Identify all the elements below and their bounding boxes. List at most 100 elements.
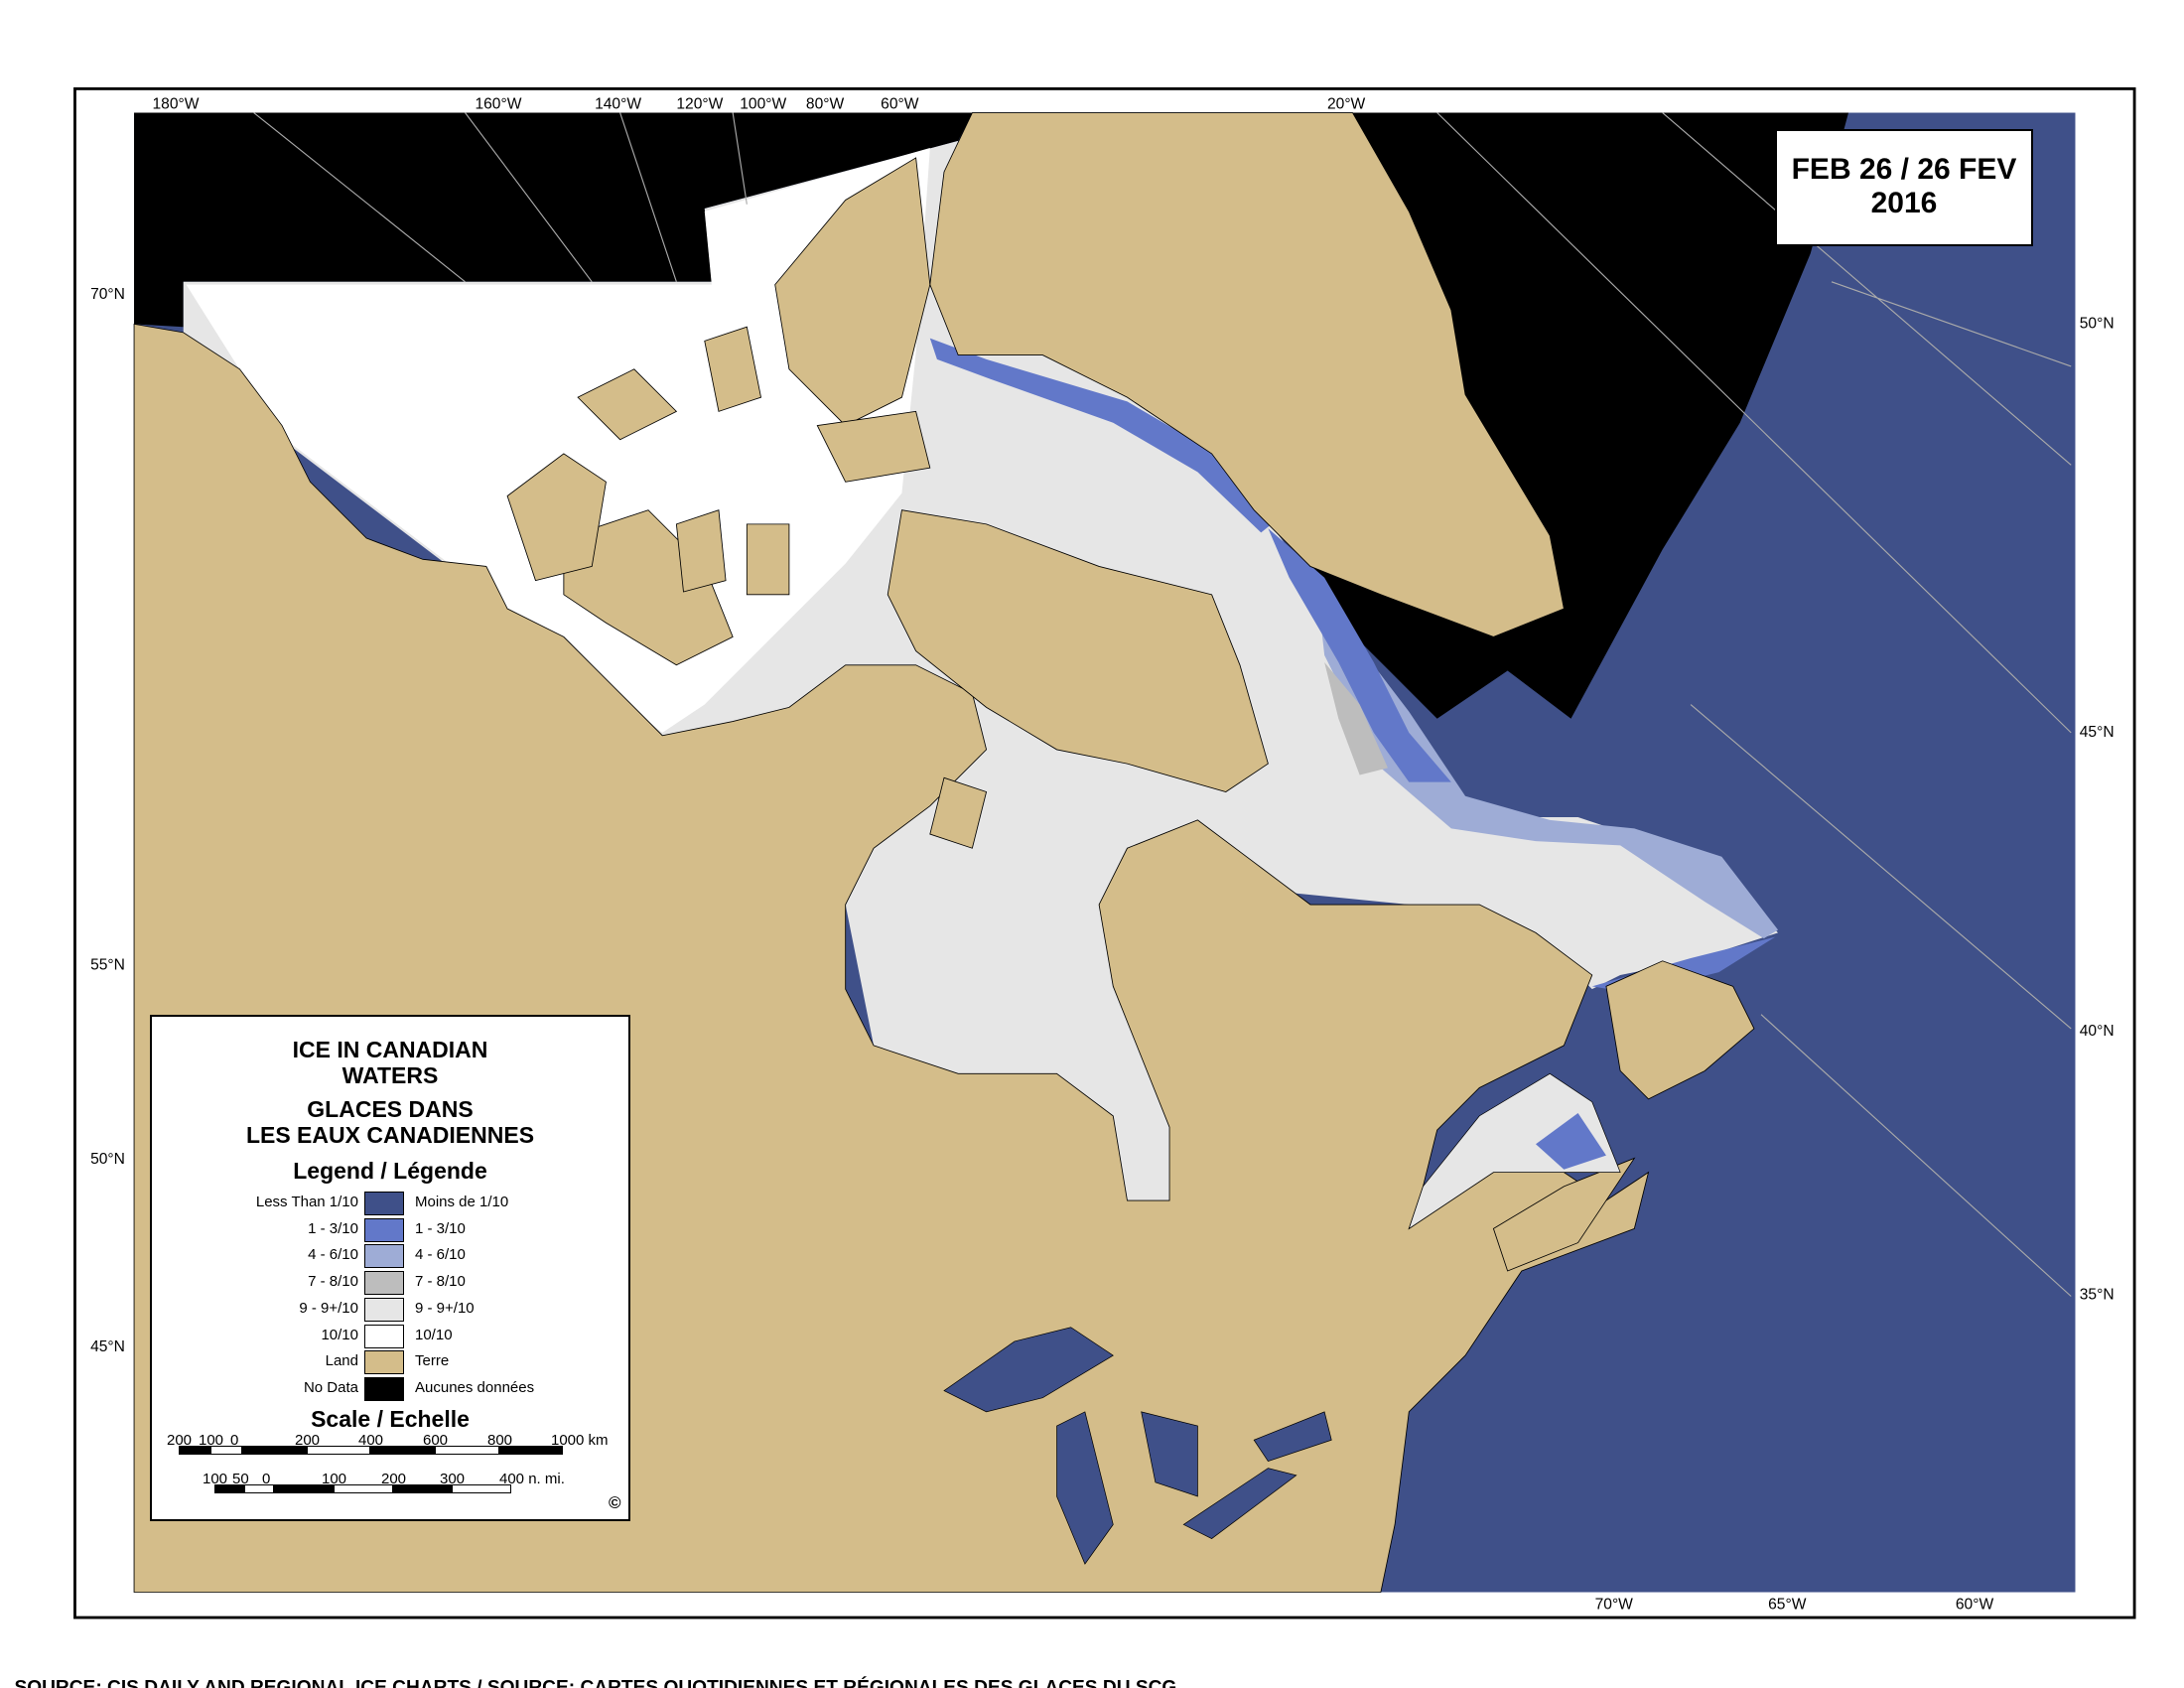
lake-michigan	[1056, 1411, 1114, 1565]
date-line-2: 2016	[1870, 187, 1938, 219]
legend-item: 10/10 10/10	[152, 1324, 628, 1348]
legend-label-fr: 10/10	[415, 1326, 453, 1343]
lon-label: 60°W	[881, 95, 919, 112]
lon-label: 160°W	[475, 95, 521, 112]
legend-label-en: Land	[325, 1352, 358, 1370]
lon-label: 70°W	[1595, 1597, 1634, 1614]
right-latitude-labels: 50°N 45°N 40°N 35°N	[2080, 316, 2115, 1304]
scale-segment	[307, 1446, 370, 1455]
legend-item: Land Terre	[152, 1350, 628, 1375]
lon-label: 65°W	[1768, 1597, 1807, 1614]
ice-1-3-greenland	[929, 338, 1276, 533]
land-nova-scotia	[1492, 1157, 1636, 1272]
legend-label-en: 10/10	[321, 1326, 358, 1343]
legend-label-fr: 4 - 6/10	[415, 1246, 466, 1264]
legend-box: ICE IN CANADIAN WATERS GLACES DANS LES E…	[150, 1015, 630, 1521]
land-victoria-island	[563, 509, 734, 666]
scale-tick-label: 300	[440, 1471, 466, 1487]
ice-10-10	[186, 147, 930, 733]
land-prince-of-wales	[675, 509, 727, 593]
scale-segment	[244, 1484, 274, 1493]
scale-segment	[334, 1484, 393, 1493]
legend-swatch	[364, 1297, 404, 1322]
scale-tick-label: 400 n. mi.	[499, 1471, 565, 1487]
legend-title-en-2: WATERS	[341, 1062, 439, 1088]
gulf-st-lawrence-ice	[1408, 1072, 1621, 1230]
lat-label: 45°N	[2080, 724, 2115, 741]
lat-label: 40°N	[2080, 1023, 2115, 1040]
legend-item: Less Than 1/10 Moins de 1/10	[152, 1192, 628, 1215]
legend-label-fr: 7 - 8/10	[415, 1273, 466, 1291]
land-devon-island	[816, 410, 931, 483]
no-data-arctic	[134, 112, 973, 328]
scale-segment	[179, 1446, 210, 1455]
scale-segment	[210, 1446, 242, 1455]
legend-title-en-1: ICE IN CANADIAN	[292, 1037, 488, 1062]
legend-label-en: No Data	[303, 1378, 358, 1396]
legend-label-fr: Terre	[415, 1352, 450, 1370]
scale-tick-label: 200	[295, 1432, 321, 1449]
scale-tick-label: 100	[322, 1471, 347, 1487]
scale-tick-label: 200	[167, 1432, 193, 1449]
scale-segment	[274, 1484, 334, 1493]
legend-title-fr-2: LES EAUX CANADIENNES	[245, 1122, 535, 1148]
scale-tick-label: 0	[262, 1471, 271, 1487]
legend-label-fr: 9 - 9+/10	[415, 1299, 475, 1317]
legend-item: 9 - 9+/10 9 - 9+/10	[152, 1297, 628, 1322]
scale-tick-label: 50	[232, 1471, 249, 1487]
lat-label: 50°N	[90, 1151, 125, 1168]
scale-segment	[242, 1446, 307, 1455]
lon-label: 20°W	[1327, 95, 1366, 112]
ice-1-3-labrador	[1268, 528, 1451, 782]
scale-tick-label: 100	[203, 1471, 228, 1487]
legend-item: 7 - 8/10 7 - 8/10	[152, 1271, 628, 1296]
legend-swatch	[364, 1350, 404, 1375]
source-credit: SOURCE: CIS DAILY AND REGIONAL ICE CHART…	[14, 1677, 1176, 1688]
land-baffin-island	[887, 509, 1269, 792]
scale-tick-label: 200	[381, 1471, 407, 1487]
legend-label-fr: Moins de 1/10	[415, 1194, 509, 1210]
date-box: FEB 26 / 26 FEV 2016	[1775, 129, 2033, 246]
scale-tick-label: 400	[358, 1432, 384, 1449]
graticule	[253, 112, 2072, 1297]
scale-segment	[435, 1446, 499, 1455]
lon-label: 120°W	[676, 95, 723, 112]
lon-label: 80°W	[806, 95, 845, 112]
lon-label: 100°W	[740, 95, 786, 112]
land-ellesmere-island	[774, 157, 931, 427]
gulf-st-lawrence-open	[1535, 1113, 1606, 1170]
bottom-longitude-labels: 70°W 65°W 60°W	[1595, 1597, 1994, 1614]
lat-label: 70°N	[90, 286, 125, 303]
copyright-icon: ©	[609, 1493, 621, 1512]
scale-segment	[452, 1484, 511, 1493]
land-southampton-island	[929, 776, 988, 849]
legend-item: No Data Aucunes données	[152, 1376, 628, 1401]
scale-heading: Scale / Echelle	[311, 1406, 470, 1432]
land-banks-island	[506, 453, 607, 582]
lat-label: 55°N	[90, 956, 125, 973]
scale-segment	[499, 1446, 563, 1455]
scale-tick-label: 800	[487, 1432, 513, 1449]
scale-tick-label: 0	[230, 1432, 239, 1449]
scale-segment	[214, 1484, 244, 1493]
top-longitude-labels: 180°W 160°W 140°W 120°W 100°W 80°W 60°W …	[153, 95, 1366, 112]
scale-tick-label: 1000 km	[551, 1432, 609, 1449]
ice-7-8-patch	[1324, 661, 1388, 775]
legend-label-en: 1 - 3/10	[308, 1219, 358, 1237]
land-axel-heiberg	[704, 326, 762, 412]
lon-label: 140°W	[595, 95, 641, 112]
legend-swatch	[364, 1324, 404, 1348]
scale-tick-label: 100	[199, 1432, 224, 1449]
legend-label-en: 4 - 6/10	[308, 1246, 358, 1264]
legend-swatch	[364, 1376, 404, 1401]
scale-segment	[393, 1484, 452, 1493]
land-somerset-island	[746, 523, 790, 596]
land-parry-islands	[577, 368, 678, 441]
legend-title-fr-1: GLACES DANS	[307, 1096, 474, 1122]
lat-label: 50°N	[2080, 316, 2115, 333]
lake-huron	[1141, 1411, 1198, 1497]
left-latitude-labels: 70°N 55°N 50°N 45°N	[90, 286, 125, 1355]
legend-label-fr: 1 - 3/10	[415, 1219, 466, 1237]
legend-label-en: 9 - 9+/10	[299, 1299, 358, 1317]
